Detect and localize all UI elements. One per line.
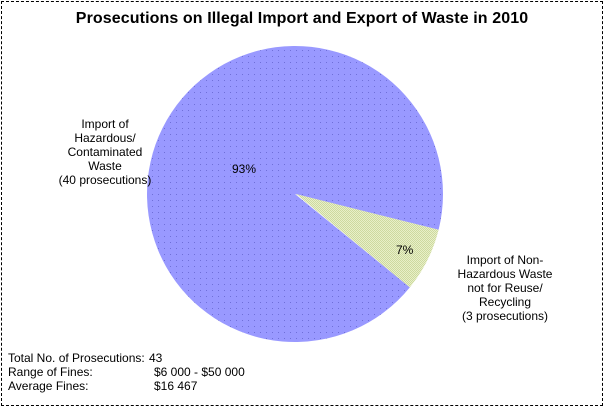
percent-label-hazardous: 93% <box>232 162 257 176</box>
stat-average-fines: Average Fines: $16 467 <box>8 379 245 393</box>
summary-stats: Total No. of Prosecutions: 43 Range of F… <box>8 351 245 393</box>
stat-key: Range of Fines: <box>8 365 93 379</box>
label-line: (40 prosecutions) <box>58 173 152 187</box>
slice-label-hazardous: Import of Hazardous/ Contaminated Waste … <box>30 117 180 187</box>
label-line: Import of Non- <box>466 253 544 267</box>
stat-range-of-fines: Range of Fines: $6 000 - $50 000 <box>8 365 245 379</box>
label-line: not for Reuse/ <box>467 281 543 295</box>
pie-slice-non-hazardous[interactable] <box>296 194 439 288</box>
label-line: Waste <box>88 159 122 173</box>
label-line: (3 prosecutions) <box>461 309 549 323</box>
stat-total-prosecutions: Total No. of Prosecutions: 43 <box>8 351 245 365</box>
label-line: Hazardous Waste <box>457 267 553 281</box>
stat-key: Total No. of Prosecutions: <box>8 351 145 365</box>
slice-label-non-hazardous: Import of Non- Hazardous Waste not for R… <box>430 253 580 323</box>
label-line: Recycling <box>478 295 532 309</box>
percent-label-non-hazardous: 7% <box>396 243 414 257</box>
stat-key: Average Fines: <box>8 379 89 393</box>
stat-value: $16 467 <box>154 379 198 393</box>
label-line: Import of <box>81 117 129 131</box>
stat-value: $6 000 - $50 000 <box>154 365 245 379</box>
stat-value: 43 <box>149 351 163 365</box>
label-line: Contaminated <box>67 145 143 159</box>
chart-title: Prosecutions on Illegal Import and Expor… <box>75 10 529 27</box>
label-line: Hazardous/ <box>74 131 136 145</box>
pie-slice-hazardous[interactable] <box>146 46 443 343</box>
